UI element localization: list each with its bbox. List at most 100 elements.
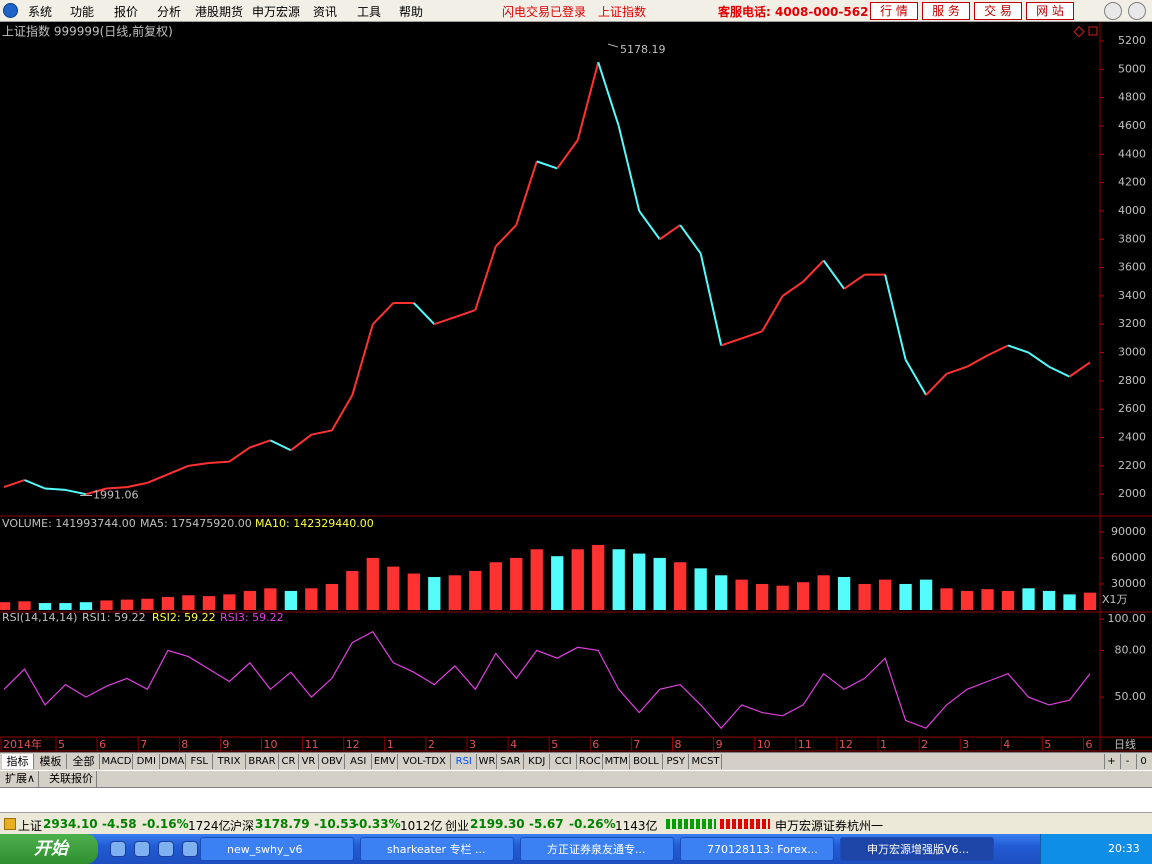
- status-bar: 上证 2934.10 -4.58 -0.16% 1724亿 沪深 3178.79 -10.53…: [0, 812, 1152, 834]
- y-tick-label: 2000: [1118, 487, 1146, 500]
- tab-control[interactable]: +: [1104, 754, 1118, 769]
- indicator-tab[interactable]: EMV: [373, 754, 398, 769]
- indicator-tab[interactable]: MTM: [604, 754, 630, 769]
- menu-button[interactable]: 网 站: [1026, 2, 1074, 20]
- status-icon[interactable]: [4, 818, 16, 830]
- taskbar-window[interactable]: new_swhy_v6: [200, 837, 354, 861]
- volume-bar: [899, 583, 912, 610]
- menu-item[interactable]: 资讯: [313, 5, 338, 19]
- menu-item[interactable]: 港股期货: [195, 5, 244, 19]
- price-segment: [741, 330, 763, 340]
- indicator-tab[interactable]: CR: [280, 754, 299, 769]
- date-label: 8: [181, 738, 188, 751]
- price-segment: [1048, 365, 1070, 378]
- min-button[interactable]: [1104, 2, 1122, 20]
- menu-item[interactable]: 工具: [357, 5, 382, 19]
- indicator-tab[interactable]: 模板: [35, 754, 67, 769]
- indicator-tab[interactable]: FSL: [187, 754, 213, 769]
- indicator-tab[interactable]: KDJ: [525, 754, 550, 769]
- app-icon[interactable]: [3, 3, 18, 18]
- volume-header: VOLUME: 141993744.00: [2, 517, 136, 530]
- price-segment: [761, 295, 784, 332]
- indicator-tab[interactable]: VOL-TDX: [399, 754, 451, 769]
- index-change: -10.53: [314, 817, 357, 831]
- indicator-tab[interactable]: MCST: [690, 754, 722, 769]
- indicator-tab[interactable]: MACD: [101, 754, 133, 769]
- menu-item[interactable]: 帮助: [399, 5, 424, 19]
- price-segment: [433, 316, 456, 326]
- price-segment: [495, 224, 517, 248]
- price-segment: [106, 486, 128, 490]
- indicator-tab[interactable]: BOLL: [631, 754, 663, 769]
- indicator-tab[interactable]: ROC: [578, 754, 603, 769]
- menu-item[interactable]: 分析: [157, 5, 182, 19]
- quick-launch-icon[interactable]: [182, 841, 198, 857]
- quick-launch-icon[interactable]: [110, 841, 126, 857]
- price-segment: [925, 373, 948, 396]
- indicator-tab[interactable]: WR: [478, 754, 497, 769]
- tab-control[interactable]: -: [1120, 754, 1134, 769]
- taskbar-window[interactable]: 申万宏源增强版V6...: [840, 837, 994, 861]
- index-amount: 1143亿: [615, 819, 658, 833]
- indicator-tab[interactable]: 指标: [2, 754, 34, 769]
- indicator-tab[interactable]: TRIX: [214, 754, 246, 769]
- broker-name: 申万宏源证券杭州一: [775, 819, 884, 833]
- taskbar-window[interactable]: sharkeater 专栏 ...: [360, 837, 514, 861]
- taskbar: 开始 new_swhy_v6 sharkeater 专栏 ... 方正证券泉友通专..…: [0, 834, 1152, 864]
- indicator-tab[interactable]: DMI: [134, 754, 160, 769]
- volume-bar: [633, 553, 646, 610]
- volume-bar: [756, 583, 769, 610]
- y-tick-label: 5000: [1118, 62, 1146, 75]
- volume-bar: [981, 589, 994, 610]
- rsi-header: RSI1: 59.22: [82, 611, 146, 624]
- menu-item[interactable]: 系统: [28, 5, 53, 19]
- date-label: 12: [346, 738, 360, 751]
- volume-bar: [1063, 594, 1076, 610]
- extra-tab[interactable]: 扩展∧: [2, 771, 40, 787]
- price-segment: [515, 161, 538, 226]
- date-label: 5: [58, 738, 65, 751]
- volume-unit: X1万: [1102, 593, 1128, 606]
- y-tick-label: 4800: [1118, 91, 1146, 104]
- price-segment: [85, 487, 107, 496]
- price-segment: [946, 365, 968, 375]
- menu-item[interactable]: 申万宏源: [252, 5, 301, 19]
- indicator-tab[interactable]: PSY: [664, 754, 689, 769]
- quick-launch-icon[interactable]: [134, 841, 150, 857]
- menu-item[interactable]: 功能: [70, 5, 95, 19]
- menu-button[interactable]: 交 易: [974, 2, 1022, 20]
- indicator-tab[interactable]: CCI: [551, 754, 577, 769]
- date-label: 5: [551, 738, 558, 751]
- volume-bar: [1001, 590, 1015, 610]
- tab-control[interactable]: 0: [1136, 754, 1150, 769]
- menu-bar: 系统 功能 报价 分析 港股期货 申万宏源 资讯 工具 帮助 闪电交易已登录 上证指数 客服电话: 4…: [0, 0, 1152, 22]
- menu-button[interactable]: 服 务: [922, 2, 970, 20]
- indicator-tab[interactable]: OBV: [320, 754, 345, 769]
- menu-item[interactable]: 报价: [114, 5, 139, 19]
- volume-bar: [858, 583, 871, 610]
- extra-tabs: 扩展∧ 关联报价: [0, 770, 1152, 787]
- taskbar-window[interactable]: 770128113: Forex...: [680, 837, 834, 861]
- indicator-tab[interactable]: SAR: [498, 754, 524, 769]
- taskbar-window[interactable]: 方正证券泉友通专...: [520, 837, 674, 861]
- price-segment: [3, 479, 25, 489]
- volume-bar: [510, 557, 523, 610]
- index-pct: -0.26%: [569, 817, 616, 831]
- date-label: 12: [839, 738, 853, 751]
- date-label: 7: [633, 738, 640, 751]
- menu-button[interactable]: 行 情: [870, 2, 918, 20]
- y-tick-label: 60000: [1111, 551, 1146, 564]
- indicator-tab[interactable]: BRAR: [247, 754, 279, 769]
- extra-tab[interactable]: 关联报价: [46, 771, 97, 787]
- indicator-tab[interactable]: RSI: [452, 754, 477, 769]
- start-button[interactable]: 开始: [0, 834, 98, 864]
- y-tick-label: 2400: [1118, 431, 1146, 444]
- indicator-tab[interactable]: 全部: [68, 754, 100, 769]
- date-label: 8: [675, 738, 682, 751]
- indicator-tab[interactable]: DMA: [161, 754, 186, 769]
- indicator-tab[interactable]: VR: [300, 754, 319, 769]
- quick-launch-icon[interactable]: [158, 841, 174, 857]
- indicator-tab[interactable]: ASI: [346, 754, 372, 769]
- volume-bar: [1022, 588, 1035, 610]
- close-button[interactable]: [1128, 2, 1146, 20]
